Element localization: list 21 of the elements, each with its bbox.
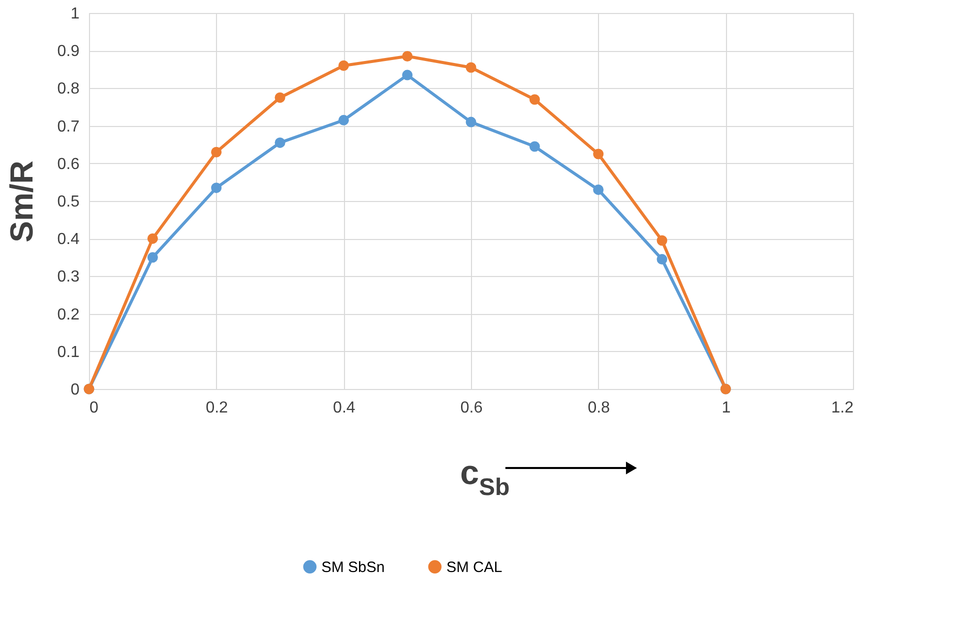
y-tick-label: 0.2 <box>57 306 80 324</box>
legend-label: SM SbSn <box>321 558 385 576</box>
x-tick-label: 0.4 <box>333 400 356 416</box>
x-tick-label: 0.8 <box>588 400 610 416</box>
y-tick-label: 0.9 <box>57 43 80 60</box>
legend-label: SM CAL <box>446 558 502 576</box>
x-tick-label: 1.2 <box>831 400 854 416</box>
y-tick-label: 0.7 <box>57 118 80 136</box>
x-tick-label: 0 <box>90 400 98 416</box>
y-tick-label: 1 <box>70 6 80 22</box>
y-tick-label: 0.8 <box>57 80 80 98</box>
y-tick-label: 0.6 <box>57 156 80 173</box>
y-tick-label: 0.4 <box>57 231 80 248</box>
x-tick-label: 1 <box>722 400 731 416</box>
y-tick-label: 0.5 <box>57 194 80 210</box>
y-tick-label: 0 <box>70 382 80 398</box>
x-tick-label: 0.6 <box>460 400 483 416</box>
y-axis-title: Sm/R <box>3 160 40 242</box>
y-tick-label: 0.1 <box>57 344 80 361</box>
x-tick-label: 0.2 <box>206 400 228 416</box>
y-tick-label: 0.3 <box>57 268 80 286</box>
